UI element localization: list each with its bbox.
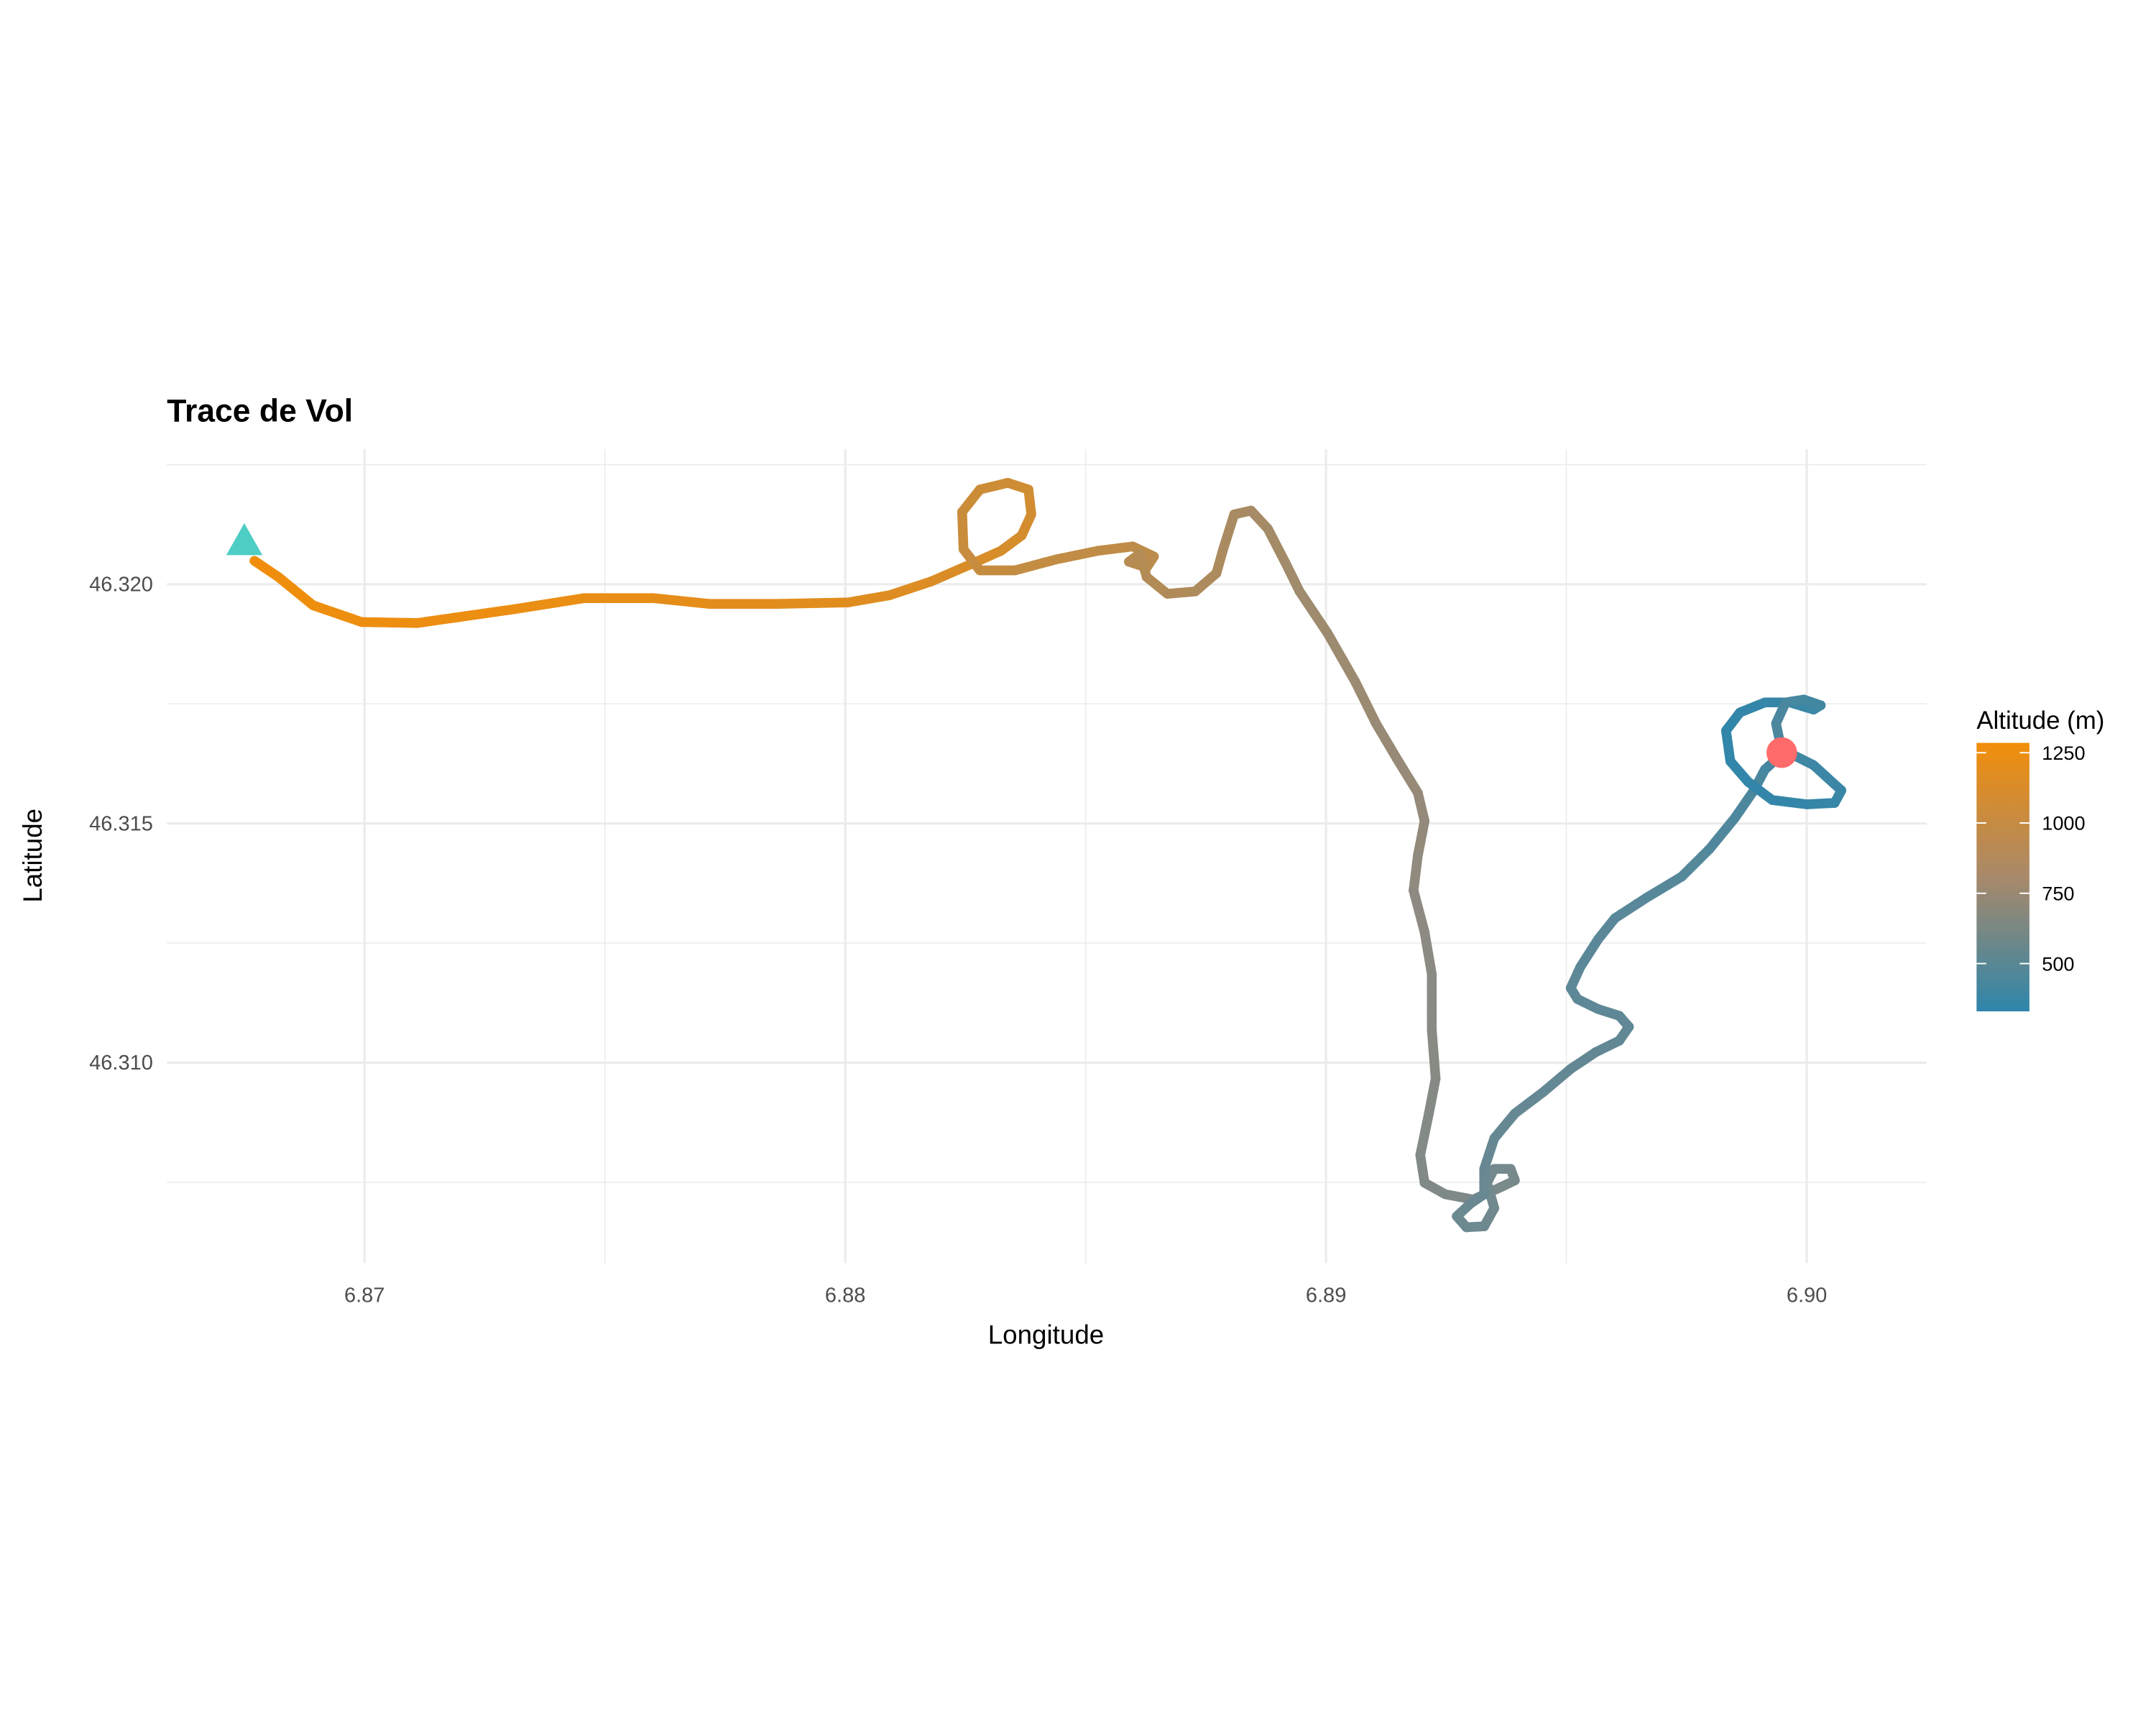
legend-tick-label: 1000 bbox=[2042, 812, 2085, 834]
trace-segment bbox=[1281, 558, 1305, 597]
y-tick-label: 46.320 bbox=[89, 574, 153, 597]
trace-segment bbox=[773, 597, 853, 609]
trace-segment bbox=[1575, 934, 1603, 972]
start-triangle-marker bbox=[226, 523, 263, 556]
trace-segment bbox=[1808, 760, 1847, 796]
trace-segment bbox=[1743, 777, 1777, 805]
trace-segment bbox=[308, 600, 367, 627]
x-tick-label: 6.90 bbox=[1787, 1284, 1827, 1307]
trace-segment bbox=[1218, 509, 1240, 555]
trace-segment bbox=[957, 507, 969, 555]
trace-segment bbox=[1729, 785, 1759, 824]
x-tick-label: 6.89 bbox=[1306, 1284, 1346, 1307]
y-axis-ticks: 46.310 46.315 46.320 bbox=[89, 574, 153, 1075]
trace-segment bbox=[1409, 850, 1423, 896]
markers bbox=[226, 523, 1797, 768]
y-tick-label: 46.315 bbox=[89, 812, 153, 835]
trace-segment bbox=[843, 590, 895, 607]
trace-segment bbox=[1677, 844, 1715, 882]
x-tick-label: 6.87 bbox=[344, 1284, 384, 1307]
trace-segment bbox=[1538, 1064, 1576, 1098]
legend-tick-label: 1250 bbox=[2042, 742, 2085, 764]
trace-segment bbox=[1010, 554, 1061, 576]
x-axis-ticks: 6.87 6.88 6.89 6.90 bbox=[344, 1284, 1827, 1307]
y-axis-title: Latitude bbox=[18, 809, 47, 903]
trace-segment bbox=[1641, 871, 1687, 903]
trace-segment bbox=[1489, 1108, 1520, 1144]
trace-segment bbox=[510, 593, 589, 615]
grid-lines bbox=[167, 449, 1927, 1264]
trace-segment bbox=[926, 558, 978, 586]
trace-segment bbox=[1705, 813, 1740, 854]
chart-title: Trace de Vol bbox=[167, 393, 353, 428]
trace-segment bbox=[1510, 1087, 1548, 1118]
trace-segment bbox=[1419, 927, 1437, 980]
trace-segment bbox=[273, 572, 318, 610]
trace-segment bbox=[413, 604, 520, 628]
x-tick-label: 6.88 bbox=[825, 1284, 865, 1307]
trace-segment bbox=[1263, 523, 1291, 569]
trace-segment bbox=[1350, 676, 1381, 729]
trace-segment bbox=[884, 576, 936, 600]
trace-segment bbox=[1294, 586, 1332, 638]
y-tick-label: 46.310 bbox=[89, 1052, 153, 1075]
trace-segment bbox=[1610, 893, 1652, 924]
altitude-legend: Altitude (m) 1250 1000 750 500 bbox=[1976, 707, 2104, 1012]
trace-segment bbox=[1051, 546, 1103, 565]
legend-tick-label: 500 bbox=[2042, 952, 2074, 975]
legend-title: Altitude (m) bbox=[1976, 707, 2104, 735]
trace-segment bbox=[1565, 1047, 1601, 1074]
trace-segment bbox=[1093, 541, 1138, 556]
x-axis-title: Longitude bbox=[988, 1320, 1105, 1350]
trace-segment bbox=[1409, 886, 1430, 937]
flight-path bbox=[249, 477, 1847, 1233]
trace-segment bbox=[1391, 753, 1423, 798]
end-circle-marker bbox=[1766, 737, 1797, 768]
trace-segment bbox=[1767, 795, 1812, 809]
trace-segment bbox=[648, 593, 714, 609]
trace-segment bbox=[1415, 1108, 1434, 1160]
trace-segment bbox=[1370, 718, 1402, 763]
trace-segment bbox=[1322, 627, 1360, 687]
trace-segment bbox=[1427, 1024, 1441, 1084]
legend-tick-label: 750 bbox=[2042, 882, 2074, 904]
trace-segment bbox=[1424, 1073, 1441, 1118]
trace-segment bbox=[1479, 1133, 1500, 1174]
legend-colorbar bbox=[1976, 742, 2030, 1012]
trace-segment bbox=[1413, 816, 1430, 861]
trace-segment bbox=[1720, 725, 1736, 766]
